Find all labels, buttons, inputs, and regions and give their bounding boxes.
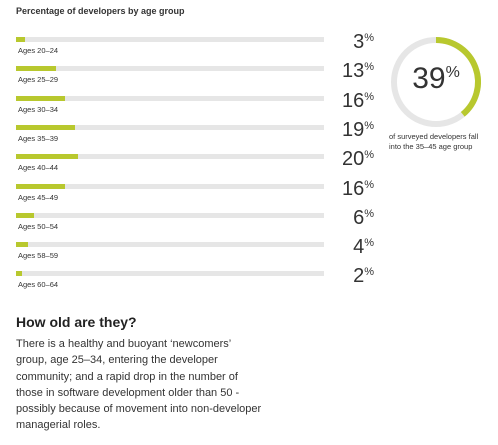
bar (16, 37, 26, 42)
value-label: 2% (353, 265, 374, 288)
category-label: Ages 60–64 (18, 280, 59, 290)
bar-row: Ages 60–64 2% (0, 265, 380, 301)
bar-track (16, 37, 324, 42)
bar-track (16, 95, 324, 101)
bar-row: Ages 50–54 6% (0, 207, 380, 243)
bar-row: Ages 45–49 16% (0, 178, 380, 214)
age-bar-chart: Ages 20–24 3% Ages 25–29 13% Ages 30–34 16% Ag… (0, 31, 380, 301)
age-donut-chart (391, 37, 481, 127)
bar-row: Ages 58–59 4% (0, 236, 380, 272)
bar-track (16, 66, 324, 72)
bar-row: Ages 25–29 13% (0, 60, 380, 96)
bar (16, 242, 29, 248)
value-label: 19% (341, 118, 374, 141)
section-heading: How old are they? (16, 314, 137, 330)
value-label: 6% (353, 206, 374, 229)
donut-value-label: 39% (412, 62, 460, 95)
bar (16, 271, 23, 277)
bar-track (16, 271, 324, 277)
bar-row: Ages 20–24 3% (0, 31, 380, 67)
bar-track (16, 124, 324, 130)
donut-highlight-slice (435, 37, 481, 117)
value-label: 4% (353, 236, 374, 259)
category-label: Ages 25–29 (18, 75, 59, 85)
category-label: Ages 50–54 (18, 221, 59, 231)
bar-track (16, 212, 324, 218)
bar-row: Ages 40–44 20% (0, 148, 380, 184)
bar (16, 95, 66, 101)
value-label: 13% (341, 60, 374, 83)
value-label: 16% (341, 177, 374, 200)
section-body: There is a healthy and buoyant ‘newcomer… (16, 338, 262, 432)
category-label: Ages 20–24 (18, 46, 59, 55)
value-label: 16% (341, 89, 374, 112)
category-label: Ages 45–49 (18, 192, 59, 202)
bar-track (16, 242, 324, 248)
bar (16, 212, 35, 218)
category-label: Ages 30–34 (18, 104, 59, 114)
bar (16, 66, 57, 72)
value-label: 3% (353, 31, 374, 53)
bar-row: Ages 30–34 16% (0, 90, 380, 126)
bar-track (16, 183, 324, 189)
donut-caption: of surveyed developers fall into the 35–… (389, 132, 479, 151)
category-label: Ages 35–39 (18, 133, 59, 143)
bar-row: Ages 35–39 19% (0, 119, 380, 155)
bar (16, 124, 75, 130)
bar (16, 154, 78, 160)
bar (16, 183, 66, 189)
value-label: 20% (341, 148, 374, 171)
chart-title: Percentage of developers by age group (16, 6, 185, 16)
category-label: Ages 40–44 (18, 163, 59, 173)
category-label: Ages 58–59 (18, 251, 59, 261)
bar-track (16, 154, 324, 160)
